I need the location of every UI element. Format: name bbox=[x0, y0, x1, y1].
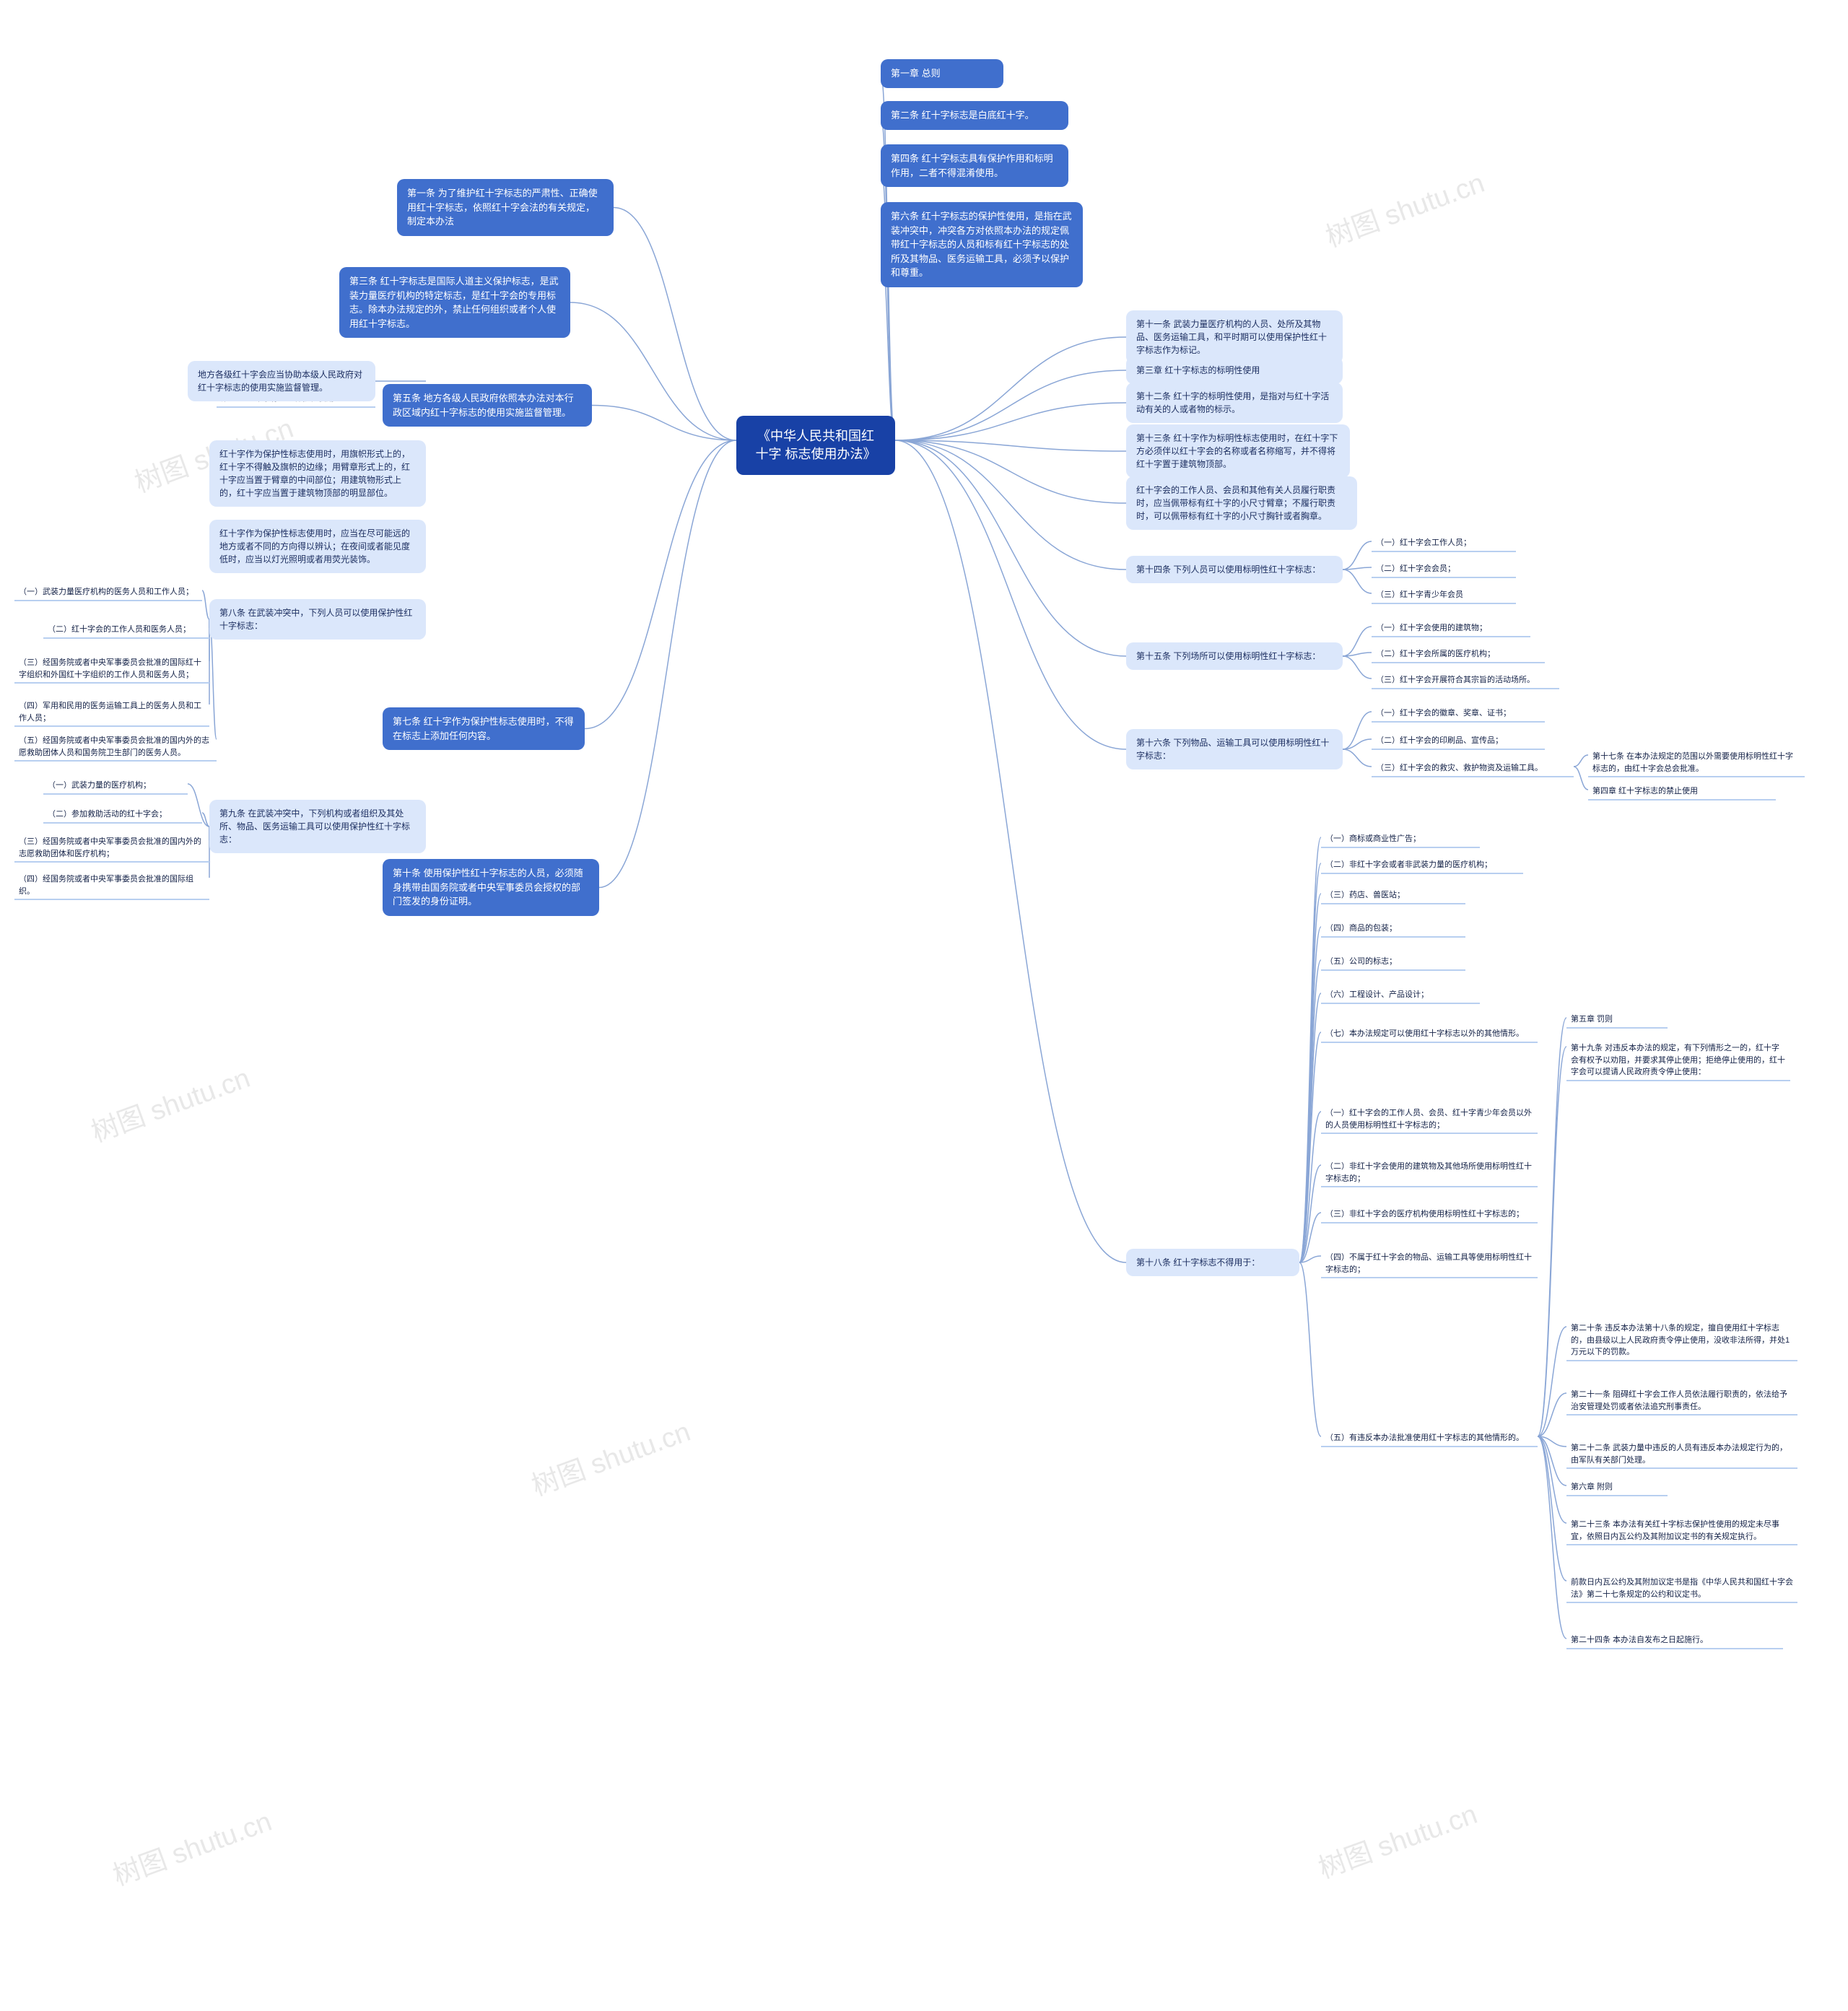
watermark: 树图 shutu.cn bbox=[85, 1055, 255, 1149]
right-b2-2: 第十二条 红十字的标明性使用，是指对与红十字活动有关的人或者物的标示。 bbox=[1126, 383, 1343, 423]
right-leaf-8-9: （三）非红十字会的医疗机构使用标明性红十字标志的； bbox=[1321, 1205, 1538, 1223]
right-leaf-6-0: （一）红十字会使用的建筑物； bbox=[1372, 619, 1530, 637]
right-leaf-8-4: （五）公司的标志； bbox=[1321, 953, 1465, 971]
right-b2-8: 第十八条 红十字标志不得用于： bbox=[1126, 1249, 1299, 1276]
right-leaf-8-7: （一）红十字会的工作人员、会员、红十字青少年会员以外的人员使用标明性红十字标志的… bbox=[1321, 1104, 1538, 1134]
n_ch1: 第一章 总则 bbox=[881, 59, 1003, 88]
n7: 第七条 红十字作为保护性标志使用时，不得在标志上添加任何内容。 bbox=[383, 707, 585, 750]
n6: 第六条 红十字标志的保护性使用，是指在武装冲突中，冲突各方对依照本办法的规定佩带… bbox=[881, 202, 1083, 287]
left-b2-3: 第八条 在武装冲突中，下列人员可以使用保护性红十字标志： bbox=[209, 599, 426, 640]
watermark: 树图 shutu.cn bbox=[107, 1799, 276, 1893]
right-tail-8-7: 前款日内瓦公约及其附加议定书是指《中华人民共和国红十字会法》第二十七条规定的公约… bbox=[1566, 1574, 1797, 1603]
left-leaf-3-3: （四）军用和民用的医务运输工具上的医务人员和工作人员； bbox=[14, 697, 209, 727]
right-tail-8-4: 第二十二条 武装力量中违反的人员有违反本办法规定行为的，由军队有关部门处理。 bbox=[1566, 1439, 1797, 1469]
right-leaf-8-5: （六）工程设计、产品设计； bbox=[1321, 986, 1480, 1004]
edge-layer bbox=[0, 0, 1848, 2011]
left-leaf-3-1: （二）红十字会的工作人员和医务人员； bbox=[43, 621, 209, 639]
left-b2-2: 红十字作为保护性标志使用时，应当在尽可能远的地方或者不同的方向得以辨认；在夜间或… bbox=[209, 520, 426, 573]
right-leaf-7-2: （三）红十字会的救灾、救护物资及运输工具。 bbox=[1372, 759, 1574, 777]
root-node: 《中华人民共和国红十字 标志使用办法》 bbox=[736, 416, 895, 475]
right-b2-3: 第十三条 红十字作为标明性标志使用时，在红十字下方必须伴以红十字会的名称或者名称… bbox=[1126, 424, 1350, 478]
right-tail-8-1: 第十九条 对违反本办法的规定，有下列情形之一的，红十字会有权予以劝阻，并要求其停… bbox=[1566, 1039, 1790, 1081]
right-tail-8-5: 第六章 附则 bbox=[1566, 1478, 1668, 1496]
left-leaf-4-3: （四）经国务院或者中央军事委员会批准的国际组织。 bbox=[14, 871, 209, 900]
right-leaf-8-2: （三）药店、兽医站； bbox=[1321, 886, 1465, 904]
right-leaf-8-1: （二）非红十字会或者非武装力量的医疗机构； bbox=[1321, 856, 1523, 874]
right-leaf-8-6: （七）本办法规定可以使用红十字标志以外的其他情形。 bbox=[1321, 1025, 1538, 1043]
right-b2-7: 第十六条 下列物品、运输工具可以使用标明性红十字标志： bbox=[1126, 729, 1343, 769]
right-tail-8-8: 第二十四条 本办法自发布之日起施行。 bbox=[1566, 1631, 1783, 1649]
mindmap-canvas: 树图 shutu.cn 树图 shutu.cn 树图 shutu.cn 树图 shut… bbox=[0, 0, 1848, 2011]
n5: 第五条 地方各级人民政府依照本办法对本行政区域内红十字标志的使用实施监督管理。 bbox=[383, 384, 592, 427]
right-leaf-5-0: （一）红十字会工作人员； bbox=[1372, 534, 1516, 552]
left-leaf-3-0: （一）武装力量医疗机构的医务人员和工作人员； bbox=[14, 583, 202, 601]
right-leaf-7-1: （二）红十字会的印刷品、宣传品； bbox=[1372, 732, 1545, 750]
right-tail-7-0: 第十七条 在本办法规定的范围以外需要使用标明性红十字标志的，由红十字会总会批准。 bbox=[1588, 748, 1805, 777]
n3: 第三条 红十字标志是国际人道主义保护标志，是武装力量医疗机构的特定标志，是红十字… bbox=[339, 267, 570, 338]
left-leaf-4-2: （三）经国务院或者中央军事委员会批准的国内外的志愿救助团体和医疗机构； bbox=[14, 833, 209, 863]
n10: 第十条 使用保护性红十字标志的人员，必须随身携带由国务院或者中央军事委员会授权的… bbox=[383, 859, 599, 916]
right-b2-4: 红十字会的工作人员、会员和其他有关人员履行职责时，应当佩带标有红十字的小尺寸臂章… bbox=[1126, 476, 1357, 530]
right-tail-8-3: 第二十一条 阻碍红十字会工作人员依法履行职责的，依法给予治安管理处罚或者依法追究… bbox=[1566, 1386, 1797, 1415]
watermark: 树图 shutu.cn bbox=[526, 1409, 695, 1503]
right-leaf-8-10: （四）不属于红十字会的物品、运输工具等使用标明性红十字标志的； bbox=[1321, 1249, 1538, 1278]
watermark: 树图 shutu.cn bbox=[1320, 160, 1489, 254]
right-leaf-6-1: （二）红十字会所属的医疗机构； bbox=[1372, 645, 1545, 663]
right-tail-8-0: 第五章 罚则 bbox=[1566, 1011, 1668, 1029]
n1: 第一条 为了维护红十字标志的严肃性、正确使用红十字标志，依照红十字会法的有关规定… bbox=[397, 179, 614, 236]
right-leaf-5-1: （二）红十字会会员； bbox=[1372, 560, 1516, 578]
right-leaf-5-2: （三）红十字青少年会员 bbox=[1372, 586, 1516, 604]
right-b2-0: 第十一条 武装力量医疗机构的人员、处所及其物品、医务运输工具，和平时期可以使用保… bbox=[1126, 310, 1343, 364]
right-leaf-7-0: （一）红十字会的徽章、奖章、证书； bbox=[1372, 704, 1545, 723]
n4: 第四条 红十字标志具有保护作用和标明作用，二者不得混淆使用。 bbox=[881, 144, 1068, 187]
right-leaf-6-2: （三）红十字会开展符合其宗旨的活动场所。 bbox=[1372, 671, 1559, 689]
left-leaf-3-4: （五）经国务院或者中央军事委员会批准的国内外的志愿救助团体人员和国务院卫生部门的… bbox=[14, 732, 217, 762]
right-b2-1: 第三章 红十字标志的标明性使用 bbox=[1126, 357, 1343, 384]
n2: 第二条 红十字标志是白底红十字。 bbox=[881, 101, 1068, 130]
left-leaf-3-2: （三）经国务院或者中央军事委员会批准的国际红十字组织和外国红十字组织的工作人员和… bbox=[14, 654, 209, 684]
left-b2-4: 第九条 在武装冲突中，下列机构或者组织及其处所、物品、医务运输工具可以使用保护性… bbox=[209, 800, 426, 853]
left-leaf-4-1: （二）参加救助活动的红十字会； bbox=[43, 806, 202, 824]
right-leaf-8-0: （一）商标或商业性广告； bbox=[1321, 830, 1480, 848]
left-b2-0: 地方各级红十字会应当协助本级人民政府对红十字标志的使用实施监督管理。 bbox=[188, 361, 375, 401]
right-leaf-8-8: （二）非红十字会使用的建筑物及其他场所使用标明性红十字标志的； bbox=[1321, 1158, 1538, 1187]
right-b2-6: 第十五条 下列场所可以使用标明性红十字标志： bbox=[1126, 642, 1343, 670]
left-b2-1: 红十字作为保护性标志使用时，用旗帜形式上的，红十字不得触及旗帜的边缘；用臂章形式… bbox=[209, 440, 426, 507]
watermark: 树图 shutu.cn bbox=[1312, 1792, 1482, 1885]
right-tail-8-6: 第二十三条 本办法有关红十字标志保护性使用的规定未尽事宜，依照日内瓦公约及其附加… bbox=[1566, 1516, 1797, 1545]
right-tail-7-1: 第四章 红十字标志的禁止使用 bbox=[1588, 782, 1776, 801]
left-leaf-4-0: （一）武装力量的医疗机构； bbox=[43, 777, 188, 795]
right-b2-5: 第十四条 下列人员可以使用标明性红十字标志： bbox=[1126, 556, 1343, 583]
right-leaf-8-3: （四）商品的包装； bbox=[1321, 920, 1465, 938]
right-leaf-8-11: （五）有违反本办法批准使用红十字标志的其他情形的。 bbox=[1321, 1429, 1538, 1447]
right-tail-8-2: 第二十条 违反本办法第十八条的规定，擅自使用红十字标志的，由县级以上人民政府责令… bbox=[1566, 1319, 1797, 1361]
